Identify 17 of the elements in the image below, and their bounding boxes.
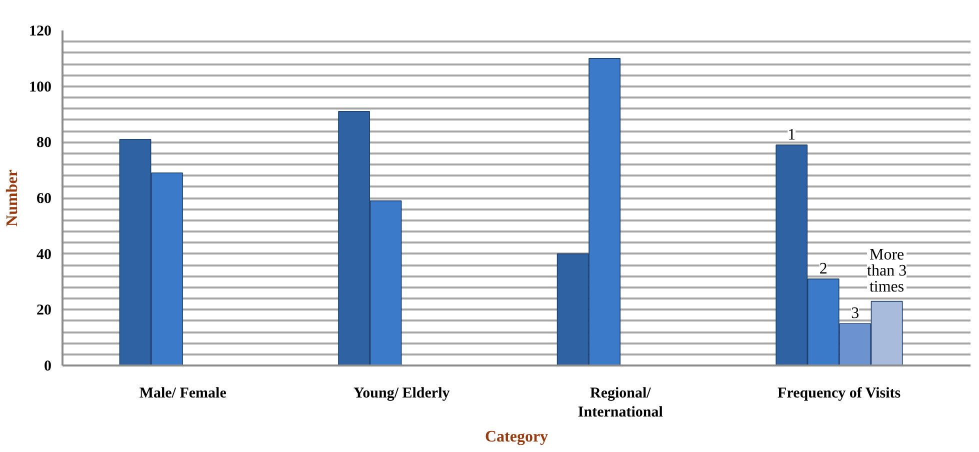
series-label: More than 3 times (867, 246, 907, 296)
series-label: 3 (851, 305, 860, 322)
y-axis-title: Number (4, 170, 21, 226)
x-tick-label: Young/ Elderly (354, 386, 450, 402)
x-tick-label: Frequency of Visits (778, 386, 901, 402)
series-label: 1 (788, 126, 796, 144)
x-tick-label: Male/ Female (139, 386, 227, 402)
y-tick-label: 20 (36, 302, 52, 319)
y-tick-label: 40 (36, 246, 52, 263)
y-tick-label: 120 (29, 24, 52, 40)
x-tick-label: Regional/ International (578, 386, 663, 421)
x-axis-title: Category (484, 428, 548, 446)
y-tick-label: 80 (36, 135, 52, 152)
y-tick-label: 0 (44, 358, 52, 374)
series-label: 2 (819, 260, 828, 278)
y-tick-label: 60 (36, 191, 52, 207)
y-tick-label: 100 (29, 79, 52, 96)
